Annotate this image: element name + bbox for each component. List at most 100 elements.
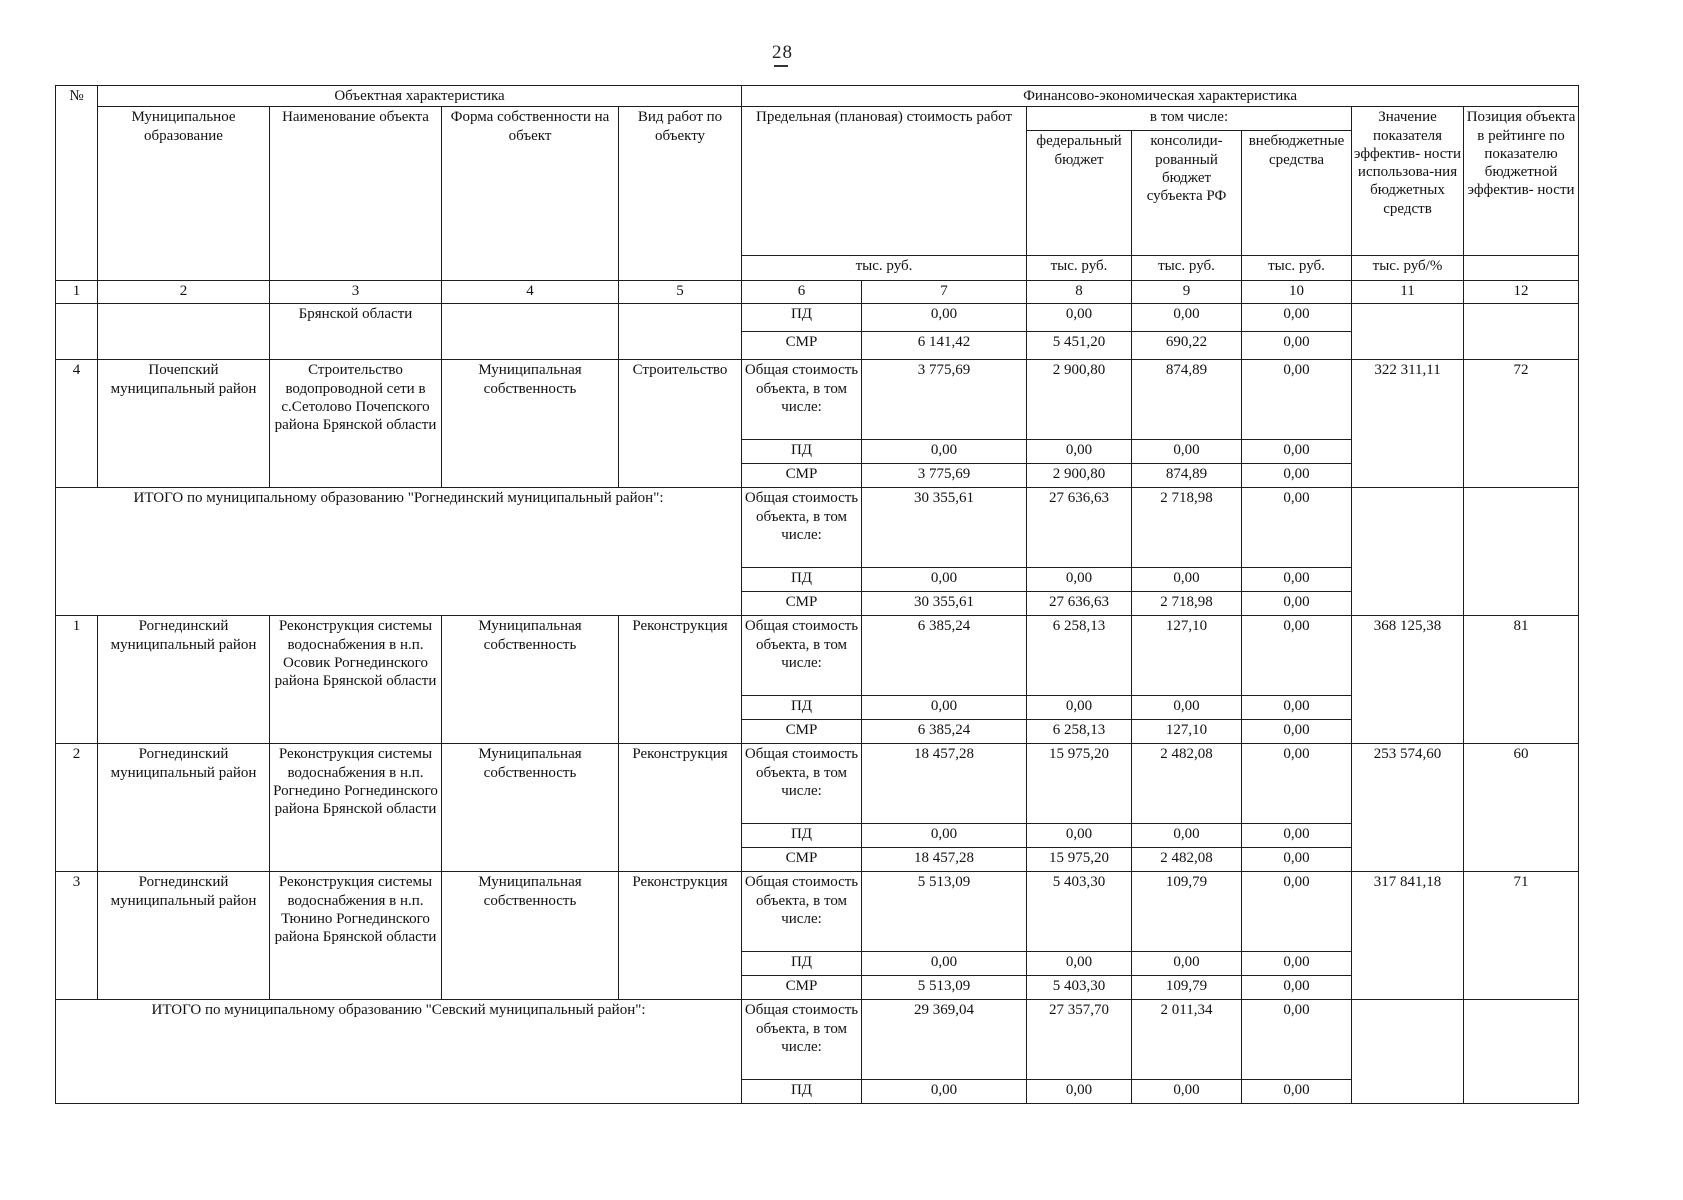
- cell-federal-budget: 5 451,20: [1026, 331, 1133, 361]
- cell-extrabudget: 0,00: [1241, 975, 1353, 1001]
- cell-cost-total: 0,00: [861, 567, 1028, 593]
- cell-cost-total: 0,00: [861, 1079, 1028, 1105]
- col-number: 6: [741, 280, 863, 305]
- cell-object-name: Брянской области: [269, 303, 442, 361]
- col-header-rating: Позиция объекта в рейтинге по показателю…: [1463, 106, 1580, 257]
- cell-rating: [1463, 303, 1580, 361]
- fin-row-label: Общая стоимость объекта, в том числе:: [741, 871, 863, 953]
- cell-object-name: Реконструкция системы водоснабжения в н.…: [269, 871, 442, 1001]
- budget-objects-table: № Объектная характеристика Финансово-эко…: [54, 84, 1580, 1105]
- cell-efficiency: 368 125,38: [1351, 615, 1465, 745]
- cell-extrabudget: 0,00: [1241, 847, 1353, 873]
- col-number: 1: [55, 280, 98, 305]
- cell-municipality: [97, 303, 270, 361]
- cell-rating: 81: [1463, 615, 1580, 745]
- fin-row-label: ПД: [741, 823, 863, 849]
- cell-rating: [1463, 487, 1580, 617]
- cell-federal-budget: 0,00: [1026, 567, 1133, 593]
- cell-rating: 71: [1463, 871, 1580, 1001]
- unit-cost: тыс. руб.: [741, 255, 1028, 282]
- fin-row-label: ПД: [741, 303, 863, 333]
- cell-ownership: Муниципальная собственность: [441, 871, 619, 1001]
- cell-work-type: Реконструкция: [617, 615, 743, 745]
- fin-row-label: СМР: [741, 591, 863, 617]
- cell-extrabudget: 0,00: [1241, 487, 1353, 569]
- table-row: СМР 3 775,69 2 900,80 874,89 0,00: [56, 463, 1579, 489]
- cell-consolidated-budget: 0,00: [1131, 951, 1243, 977]
- table-row: 1 2 3 4 5 6 7 8 9 10 11 12: [55, 280, 1580, 305]
- cell-consolidated-budget: 127,10: [1131, 719, 1243, 745]
- cell-extrabudget: 0,00: [1241, 463, 1353, 489]
- unit-federal: тыс. руб.: [1026, 255, 1133, 282]
- cell-efficiency: 322 311,11: [1351, 359, 1465, 489]
- cell-extrabudget: 0,00: [1241, 871, 1353, 953]
- cell-work-type: Строительство: [617, 359, 743, 489]
- cell-consolidated-budget: 874,89: [1131, 463, 1243, 489]
- cell-consolidated-budget: 0,00: [1131, 439, 1243, 465]
- cell-extrabudget: 0,00: [1241, 331, 1353, 361]
- cell-cost-total: 0,00: [861, 303, 1028, 333]
- cell-federal-budget: 15 975,20: [1026, 743, 1133, 825]
- cell-consolidated-budget: 0,00: [1131, 303, 1243, 333]
- cell-consolidated-budget: 2 482,08: [1131, 847, 1243, 873]
- cell-efficiency: 253 574,60: [1351, 743, 1465, 873]
- unit-consolidated: тыс. руб.: [1131, 255, 1243, 282]
- cell-consolidated-budget: 109,79: [1131, 975, 1243, 1001]
- cell-rating: 72: [1463, 359, 1580, 489]
- cell-ownership: [441, 303, 619, 361]
- cell-extrabudget: 0,00: [1241, 567, 1353, 593]
- col-header-cost-limit: Предельная (плановая) стоимость работ: [741, 106, 1028, 257]
- fin-row-label: СМР: [741, 975, 863, 1001]
- fin-row-label: Общая стоимость объекта, в том числе:: [741, 359, 863, 441]
- cell-extrabudget: 0,00: [1241, 719, 1353, 745]
- cell-rating: 60: [1463, 743, 1580, 873]
- cell-consolidated-budget: 0,00: [1131, 695, 1243, 721]
- cell-num: 3: [55, 871, 98, 1001]
- cell-federal-budget: 2 900,80: [1026, 359, 1133, 441]
- cell-extrabudget: 0,00: [1241, 359, 1353, 441]
- fin-row-label: Общая стоимость объекта, в том числе:: [741, 487, 863, 569]
- table-row: Брянской области ПД 0,00 0,00 0,00 0,00: [55, 303, 1580, 361]
- page-number: 28: [772, 42, 793, 67]
- fin-row-label: ПД: [741, 567, 863, 593]
- cell-consolidated-budget: 109,79: [1131, 871, 1243, 953]
- cell-consolidated-budget: 0,00: [1131, 1079, 1243, 1105]
- cell-cost-total: 3 775,69: [861, 359, 1028, 441]
- unit-extrabudget: тыс. руб.: [1241, 255, 1353, 282]
- col-header-ownership: Форма собственности на объект: [441, 106, 619, 282]
- fin-row-label: ПД: [741, 439, 863, 465]
- cell-extrabudget: 0,00: [1241, 823, 1353, 849]
- table-row: ПД 0,00 0,00 0,00 0,00: [56, 567, 1579, 593]
- cell-cost-total: 29 369,04: [861, 999, 1028, 1081]
- table-row: 4 Почепский муниципальный район Строител…: [55, 359, 1580, 489]
- table-row: 3 Рогнединский муниципальный район Рекон…: [55, 871, 1580, 1001]
- cell-extrabudget: 0,00: [1241, 743, 1353, 825]
- table-row: СМР 18 457,28 15 975,20 2 482,08 0,00: [56, 847, 1579, 873]
- cell-object-name: Строительство водопроводной сети в с.Сет…: [269, 359, 442, 489]
- cell-federal-budget: 0,00: [1026, 439, 1133, 465]
- cell-federal-budget: 5 403,30: [1026, 975, 1133, 1001]
- cell-federal-budget: 6 258,13: [1026, 719, 1133, 745]
- table-row: СМР 5 513,09 5 403,30 109,79 0,00: [56, 975, 1579, 1001]
- cell-num: [55, 303, 98, 361]
- cell-ownership: Муниципальная собственность: [441, 615, 619, 745]
- cell-num: 2: [55, 743, 98, 873]
- cell-federal-budget: 0,00: [1026, 695, 1133, 721]
- fin-row-label: ПД: [741, 695, 863, 721]
- fin-row-label: Общая стоимость объекта, в том числе:: [741, 615, 863, 697]
- table-row: ИТОГО по муниципальному образованию "Рог…: [54, 487, 1580, 617]
- cell-num: 4: [55, 359, 98, 489]
- cell-efficiency: [1351, 303, 1465, 361]
- cell-cost-total: 0,00: [861, 823, 1028, 849]
- table-row: 2 Рогнединский муниципальный район Рекон…: [55, 743, 1580, 873]
- cell-cost-total: 6 385,24: [861, 719, 1028, 745]
- cell-cost-total: 30 355,61: [861, 591, 1028, 617]
- cell-cost-total: 0,00: [861, 439, 1028, 465]
- table-row: ПД 0,00 0,00 0,00 0,00: [56, 1079, 1579, 1105]
- cell-consolidated-budget: 874,89: [1131, 359, 1243, 441]
- cell-federal-budget: 2 900,80: [1026, 463, 1133, 489]
- col-header-object-name: Наименование объекта: [269, 106, 442, 282]
- cell-efficiency: [1351, 999, 1465, 1105]
- cell-extrabudget: 0,00: [1241, 591, 1353, 617]
